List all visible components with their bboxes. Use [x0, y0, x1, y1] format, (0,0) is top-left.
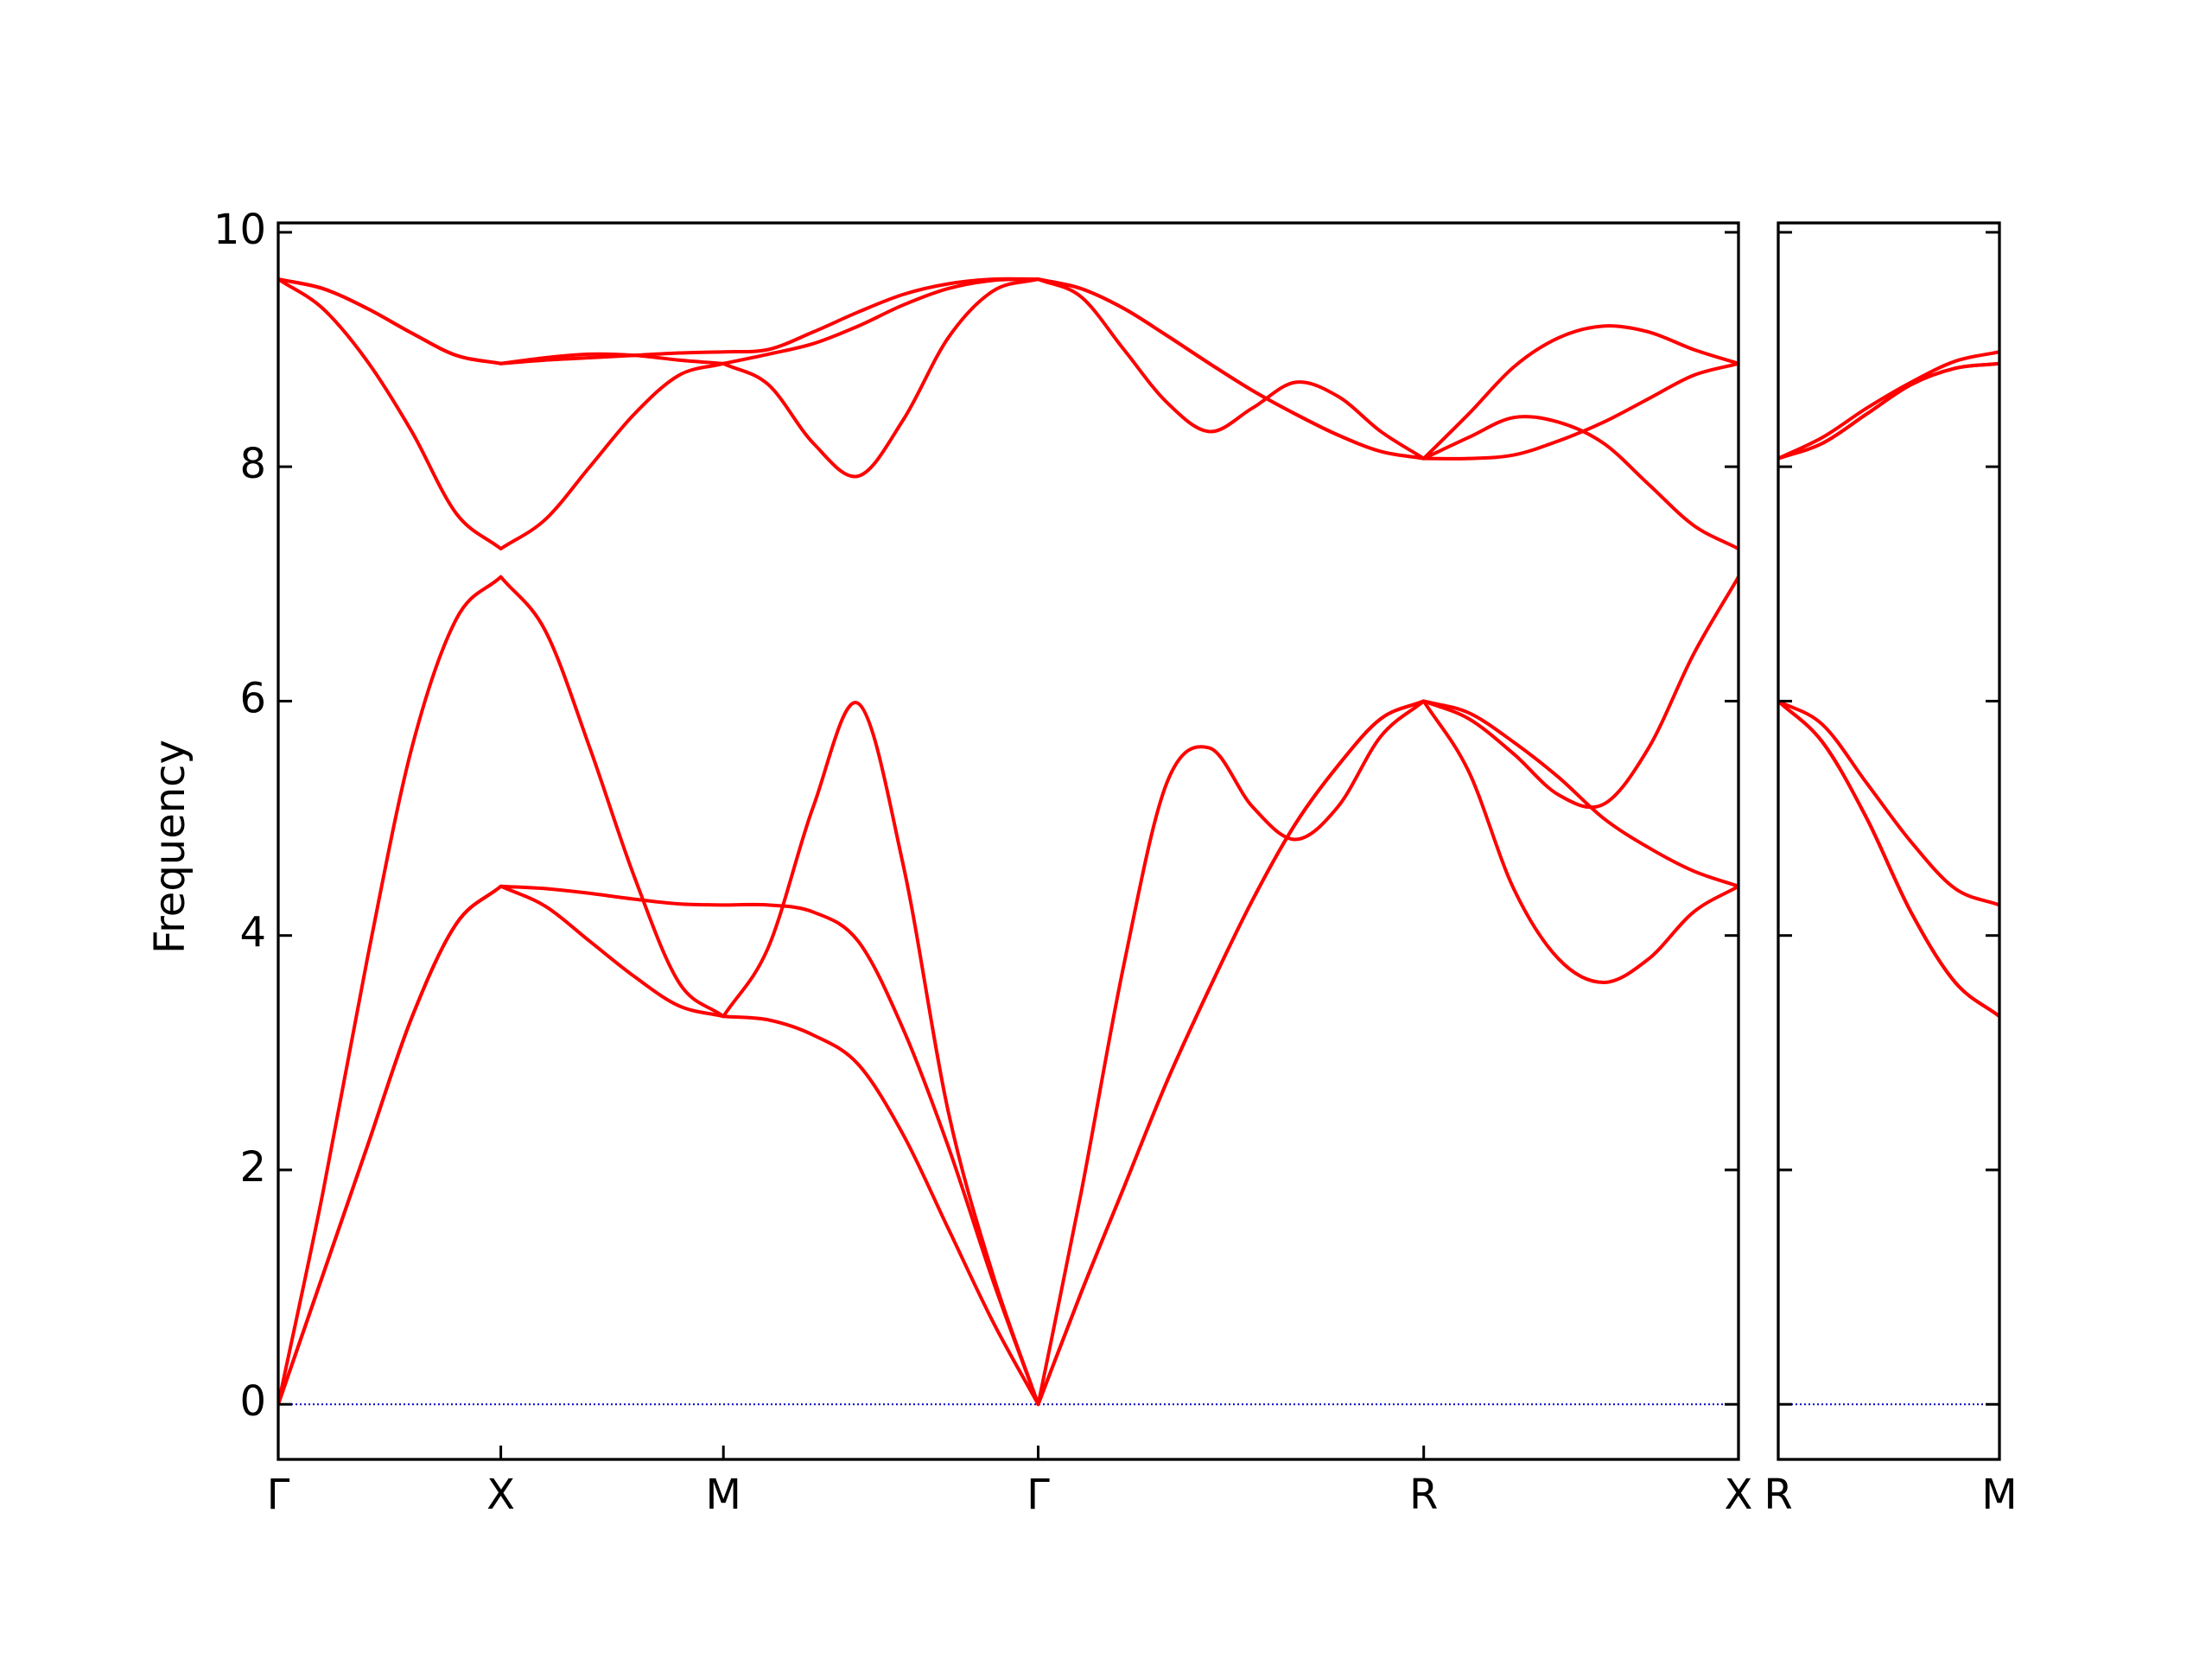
x-tick-label: X [1725, 1471, 1753, 1519]
y-tick-label: 2 [239, 1143, 266, 1192]
x-tick-label: R [1409, 1471, 1438, 1519]
band-line [1778, 699, 1999, 1018]
plot-area [278, 276, 1738, 1407]
y-tick-label: 8 [239, 440, 266, 488]
band-line [278, 277, 1738, 461]
band-line [1778, 350, 1999, 461]
y-tick-label: 0 [239, 1377, 266, 1426]
x-tick-label: R [1764, 1471, 1792, 1519]
x-tick-label: Γ [1027, 1471, 1050, 1519]
band-line [1778, 361, 1999, 461]
x-tick-label: X [486, 1471, 515, 1519]
band-line [278, 699, 1738, 1407]
band-line [278, 699, 1738, 1407]
band-line [278, 575, 1738, 1407]
y-axis-label: Frequency [146, 740, 194, 954]
axes-frame [276, 221, 1740, 1461]
axes-frame [1777, 221, 2001, 1461]
x-tick-label: M [706, 1471, 741, 1519]
x-tick-label: Γ [267, 1471, 290, 1519]
band-line [278, 276, 1738, 461]
y-tick-label: 6 [239, 674, 266, 722]
y-tick-label: 10 [213, 206, 266, 254]
y-tick-label: 4 [239, 909, 266, 957]
band-line [1778, 699, 1999, 1018]
x-tick-label: M [1981, 1471, 2017, 1519]
band-line [278, 277, 1738, 551]
band-line [1778, 699, 1999, 907]
plot-area [1778, 350, 1999, 1406]
